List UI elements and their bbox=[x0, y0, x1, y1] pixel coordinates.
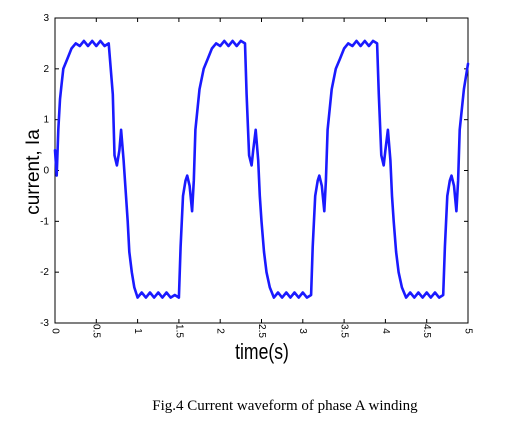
current-series-line bbox=[53, 39, 470, 299]
x-tick-label: 5 bbox=[462, 328, 473, 334]
x-tick-label: 4.5 bbox=[421, 324, 432, 338]
x-tick-label: 3 bbox=[297, 328, 308, 334]
y-tick-label: -2 bbox=[40, 267, 49, 278]
x-tick-label: 2 bbox=[215, 328, 226, 334]
y-tick-label: -3 bbox=[40, 318, 49, 329]
y-tick-label: 2 bbox=[43, 64, 49, 75]
x-tick-label: 2.5 bbox=[256, 324, 267, 338]
x-tick-label: 1 bbox=[132, 328, 143, 334]
y-axis-label: current, Ia bbox=[23, 129, 44, 215]
x-tick-label: 1.5 bbox=[173, 324, 184, 338]
y-tick-label: 0 bbox=[43, 166, 49, 177]
y-tick-label: 1 bbox=[43, 115, 49, 126]
figure-caption: Fig.4 Current waveform of phase A windin… bbox=[152, 398, 418, 414]
axis-ticks: 0 0.5 1 1.5 2 2.5 3 3.5 4 4.5 5 3 2 1 0 -1 -2 -3 bbox=[40, 13, 473, 338]
plot-area bbox=[54, 17, 469, 324]
x-tick-label: 3.5 bbox=[338, 324, 349, 338]
x-axis-label: time(s) bbox=[235, 340, 289, 364]
y-tick-label: 3 bbox=[43, 13, 49, 24]
y-tick-label: -1 bbox=[40, 216, 49, 227]
x-tick-label: 4 bbox=[380, 328, 391, 334]
series-layer bbox=[53, 39, 470, 299]
x-tick-label: 0.5 bbox=[91, 324, 102, 338]
x-tick-label: 0 bbox=[49, 328, 60, 334]
